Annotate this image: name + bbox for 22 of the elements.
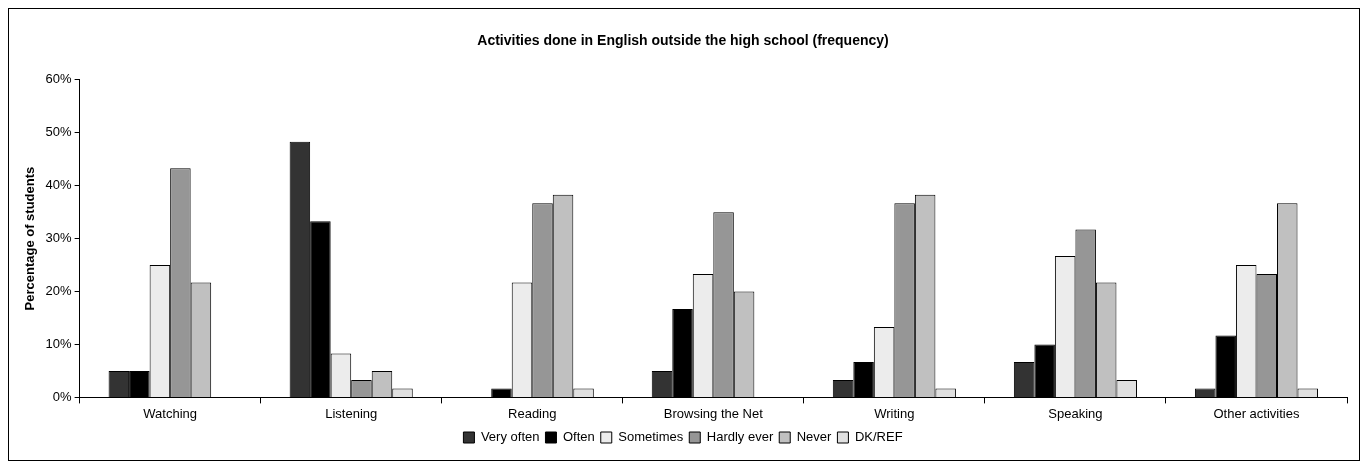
x-tick-label: Writing	[874, 405, 915, 421]
y-tick-label: 30%	[45, 230, 73, 246]
legend-label: Hardly ever	[706, 429, 774, 445]
y-tick-label: 50%	[45, 124, 73, 140]
x-tick-label: Speaking	[1048, 405, 1103, 421]
y-tick-label: 40%	[45, 177, 73, 193]
x-tick-label: Browsing the Net	[663, 405, 764, 421]
legend-label: Never	[796, 429, 833, 445]
y-tick-label: 0%	[52, 388, 73, 404]
y-tick-label: 10%	[45, 336, 73, 352]
y-axis-title: Percentage of students	[22, 166, 38, 311]
x-tick-label: Other activities	[1213, 405, 1300, 421]
legend-label: Often	[562, 429, 595, 445]
legend-label: Very often	[480, 429, 540, 445]
legend-label: DK/REF	[854, 429, 903, 445]
chart-title: Activities done in English outside the high school (frequency)	[477, 32, 889, 49]
x-tick-label: Reading	[508, 405, 557, 421]
x-tick-label: Watching	[143, 405, 198, 421]
legend-label: Sometimes	[618, 429, 684, 445]
y-tick-label: 60%	[45, 71, 73, 87]
x-tick-label: Listening	[325, 405, 378, 421]
y-tick-label: 20%	[45, 283, 73, 299]
